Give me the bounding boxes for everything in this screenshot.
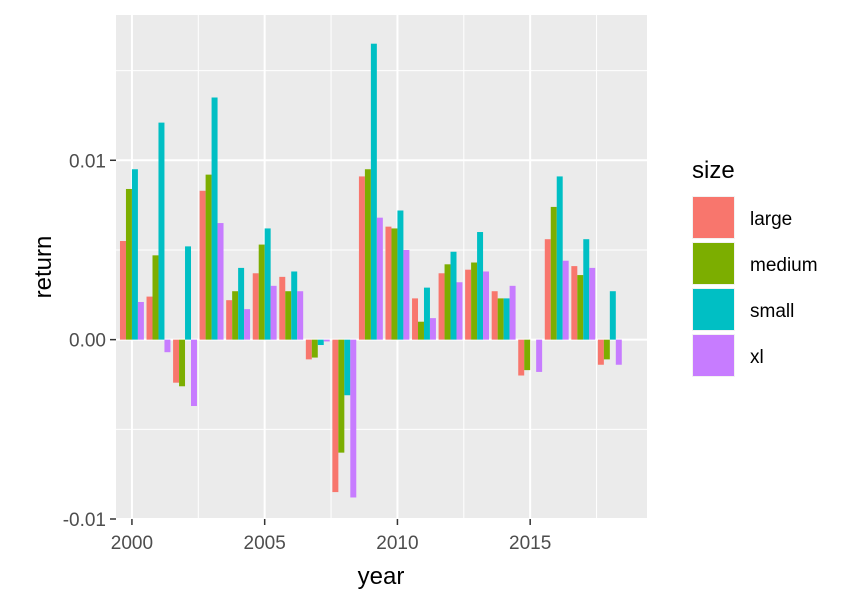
bar-large-2004 [226, 300, 233, 340]
bar-large-2018 [597, 339, 604, 365]
bar-large-2016 [544, 239, 551, 340]
legend-key-small [693, 289, 734, 330]
bars [119, 43, 622, 498]
x-axis-title: year [358, 563, 405, 590]
legend: size large medium small xl [692, 157, 818, 377]
bar-xl-2018 [615, 339, 622, 365]
legend-label-large: large [750, 209, 792, 230]
bar-medium-2014 [497, 298, 504, 340]
bar-large-2010 [385, 226, 392, 340]
bar-large-2005 [252, 273, 259, 340]
bar-small-2006 [291, 271, 298, 340]
bar-small-2003 [211, 97, 218, 340]
bar-large-2007 [305, 339, 312, 360]
bar-xl-2010 [403, 249, 410, 340]
bar-medium-2008 [338, 339, 345, 453]
bar-xl-2002 [191, 339, 197, 407]
y-axis-title: return [30, 236, 57, 299]
bar-xl-2009 [376, 217, 383, 340]
y-tick-label: -0.01 [63, 510, 106, 531]
bar-medium-2004 [232, 291, 239, 340]
bar-small-2000 [131, 169, 138, 340]
x-tick-label: 2015 [509, 533, 551, 554]
bar-large-2012 [438, 273, 445, 340]
bar-medium-2002 [179, 339, 186, 387]
y-tick-label: 0.00 [69, 331, 106, 352]
bar-small-2012 [450, 251, 457, 340]
bar-medium-2012 [444, 264, 451, 340]
legend-key-xl [693, 335, 734, 376]
bar-xl-2013 [483, 271, 490, 340]
bar-medium-2003 [205, 174, 212, 340]
bar-xl-2006 [297, 291, 304, 340]
bar-medium-2013 [471, 262, 478, 340]
bar-small-2014 [503, 298, 510, 340]
bar-medium-2001 [152, 255, 159, 340]
bar-medium-2009 [364, 169, 371, 340]
bar-medium-2018 [603, 339, 610, 360]
legend-key-medium [693, 243, 734, 284]
bar-small-2008 [344, 339, 351, 396]
bar-small-2010 [397, 210, 404, 340]
bar-small-2017 [583, 239, 590, 340]
bar-large-2009 [358, 176, 365, 340]
bar-medium-2006 [285, 291, 292, 340]
bar-small-2002 [185, 246, 192, 340]
bar-medium-2005 [258, 244, 265, 340]
legend-key-large [693, 197, 734, 238]
legend-label-small: small [750, 301, 794, 322]
bar-xl-2007 [323, 339, 330, 342]
bar-xl-2008 [350, 339, 357, 498]
bar-xl-2001 [164, 339, 171, 353]
bar-small-2013 [477, 232, 484, 340]
bar-large-2015 [518, 339, 525, 376]
bar-xl-2015 [536, 339, 543, 372]
bar-large-2011 [412, 298, 419, 340]
bar-medium-2017 [577, 275, 584, 340]
bar-small-2007 [317, 339, 324, 346]
bar-medium-2010 [391, 228, 398, 340]
bar-large-2006 [279, 276, 286, 340]
bar-small-2016 [556, 176, 563, 340]
bar-xl-2012 [456, 282, 463, 340]
bar-xl-2014 [509, 285, 516, 340]
bar-large-2008 [332, 339, 339, 493]
legend-title: size [692, 157, 735, 184]
bar-medium-2016 [550, 206, 557, 340]
x-tick-label: 2010 [376, 533, 418, 554]
bar-large-2017 [571, 266, 578, 340]
bar-large-2002 [173, 339, 180, 383]
bar-small-2004 [238, 267, 245, 340]
bar-medium-2007 [311, 339, 318, 358]
x-tick-label: 2005 [244, 533, 286, 554]
bar-xl-2000 [137, 301, 144, 340]
bar-xl-2005 [270, 285, 277, 340]
legend-label-medium: medium [750, 255, 818, 276]
bar-small-2009 [370, 43, 377, 340]
bar-small-2011 [423, 287, 430, 340]
bar-medium-2015 [524, 339, 531, 371]
bar-medium-2000 [125, 188, 132, 340]
legend-label-xl: xl [750, 347, 764, 368]
bar-large-2014 [491, 291, 498, 340]
bar-xl-2004 [244, 309, 251, 340]
bar-large-2000 [119, 240, 126, 340]
bar-small-2018 [609, 291, 616, 340]
axis-ticks: -0.01 0.00 0.01 2000 2005 2010 2015 [63, 151, 552, 554]
bar-large-2003 [199, 190, 206, 340]
bar-xl-2017 [589, 267, 596, 340]
bar-xl-2016 [562, 260, 569, 340]
x-tick-label: 2000 [111, 533, 153, 554]
bar-large-2013 [465, 269, 472, 340]
bar-medium-2011 [418, 321, 424, 340]
y-tick-label: 0.01 [69, 151, 106, 172]
bar-small-2005 [264, 228, 271, 340]
bar-large-2001 [146, 296, 153, 340]
bar-xl-2003 [217, 223, 224, 340]
bar-small-2001 [158, 122, 165, 340]
bar-xl-2011 [429, 318, 436, 340]
